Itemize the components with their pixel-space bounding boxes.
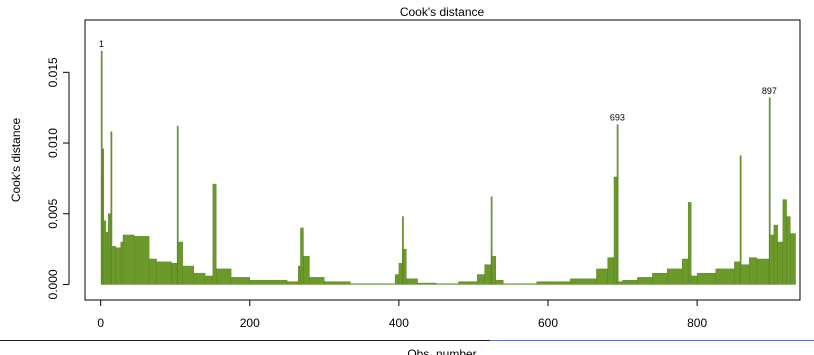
bar bbox=[616, 124, 619, 285]
bar bbox=[696, 272, 716, 285]
bar bbox=[182, 265, 195, 285]
bar bbox=[484, 264, 492, 285]
bar bbox=[667, 268, 683, 285]
bar bbox=[596, 268, 608, 285]
bar bbox=[458, 281, 478, 285]
bar bbox=[682, 258, 689, 285]
annotation: 897 bbox=[762, 86, 777, 96]
bar bbox=[107, 213, 111, 285]
x-tick-label: 800 bbox=[687, 316, 707, 330]
bar bbox=[637, 277, 653, 285]
bar bbox=[134, 236, 150, 285]
bar bbox=[111, 246, 116, 285]
annotation: 693 bbox=[610, 113, 625, 123]
bar bbox=[622, 280, 638, 285]
bar bbox=[417, 282, 437, 285]
y-tick-label: 0.000 bbox=[46, 269, 60, 299]
bar bbox=[435, 283, 459, 285]
bar bbox=[786, 216, 791, 285]
bar bbox=[790, 233, 796, 285]
bar bbox=[503, 283, 538, 285]
bar bbox=[309, 277, 325, 285]
bar bbox=[570, 278, 597, 285]
y-tick-label: 0.015 bbox=[46, 57, 60, 87]
y-tick-label: 0.005 bbox=[46, 198, 60, 228]
bar bbox=[734, 261, 741, 285]
annotation: 1 bbox=[99, 39, 104, 49]
bar bbox=[177, 241, 183, 285]
bar bbox=[715, 268, 735, 285]
bar bbox=[652, 272, 668, 285]
x-tick-label: 400 bbox=[389, 316, 409, 330]
bar bbox=[476, 274, 485, 285]
bar bbox=[204, 275, 214, 285]
bar bbox=[148, 258, 157, 285]
bar bbox=[171, 263, 178, 285]
bar bbox=[777, 241, 784, 285]
bar bbox=[613, 176, 618, 285]
bar bbox=[690, 275, 698, 285]
bar bbox=[617, 281, 623, 285]
bar bbox=[769, 234, 775, 285]
bar bbox=[303, 255, 310, 285]
bar bbox=[350, 283, 396, 285]
bar bbox=[607, 257, 615, 285]
bar bbox=[212, 183, 217, 285]
bar bbox=[115, 247, 121, 285]
bar bbox=[773, 224, 778, 285]
bar bbox=[740, 264, 750, 285]
bar bbox=[402, 248, 407, 285]
bar bbox=[120, 241, 124, 285]
chart-title: Cook's distance bbox=[400, 5, 485, 19]
bar bbox=[193, 272, 206, 285]
bar bbox=[105, 231, 109, 285]
bar bbox=[687, 202, 692, 285]
bar bbox=[230, 277, 250, 285]
bar bbox=[398, 263, 403, 285]
x-axis-label: Obs. number bbox=[407, 347, 476, 355]
x-tick-label: 0 bbox=[97, 316, 104, 330]
x-tick-label: 600 bbox=[538, 316, 558, 330]
bar bbox=[286, 281, 299, 285]
bar bbox=[495, 280, 504, 285]
bar bbox=[156, 261, 172, 285]
y-axis-label: Cook's distance bbox=[9, 118, 23, 203]
bar bbox=[749, 257, 757, 285]
bar bbox=[216, 268, 232, 285]
plot-box bbox=[84, 19, 801, 301]
x-tick-label: 200 bbox=[240, 316, 260, 330]
bar bbox=[394, 274, 400, 285]
bar bbox=[491, 255, 497, 285]
bar bbox=[300, 227, 304, 285]
y-tick-label: 0.010 bbox=[46, 128, 60, 158]
bar bbox=[324, 281, 351, 285]
bar bbox=[249, 280, 288, 285]
bar bbox=[536, 281, 571, 285]
bar bbox=[122, 234, 135, 285]
bar bbox=[756, 258, 770, 285]
bar bbox=[103, 220, 107, 285]
bar bbox=[782, 199, 787, 285]
bar bbox=[406, 278, 418, 285]
bar bbox=[298, 265, 301, 285]
